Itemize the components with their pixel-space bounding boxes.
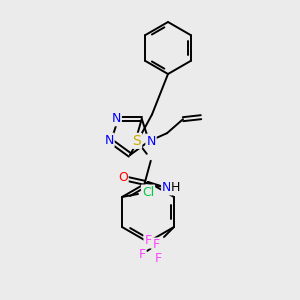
Text: Cl: Cl <box>142 185 154 199</box>
Text: N: N <box>162 181 171 194</box>
Text: F: F <box>154 253 161 266</box>
Text: N: N <box>146 135 156 148</box>
Text: N: N <box>112 112 121 125</box>
Text: N: N <box>104 134 114 147</box>
Text: O: O <box>118 171 128 184</box>
Text: F: F <box>152 238 160 251</box>
Text: H: H <box>171 181 180 194</box>
Text: F: F <box>138 248 146 262</box>
Text: F: F <box>144 235 152 248</box>
Text: S: S <box>132 134 141 148</box>
